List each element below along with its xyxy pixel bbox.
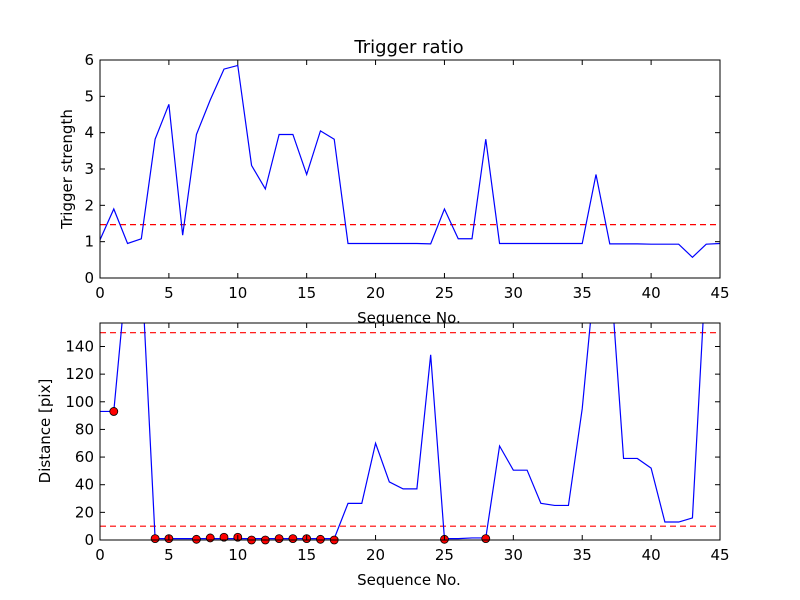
x-tick-label: 45 (710, 546, 729, 564)
data-point (192, 534, 201, 544)
x-tick-label: 0 (95, 284, 105, 302)
y-tick-label: 4 (84, 124, 94, 142)
y-tick-label: 1 (84, 233, 94, 251)
data-point (481, 534, 491, 544)
data-point (316, 534, 325, 544)
y-tick-label: 60 (75, 448, 94, 466)
y-tick-label: 0 (84, 269, 94, 287)
plot-area: 0 5 10 15 20 25 30 35 40 45 0 20 40 60 80 100 120 140 (65, 322, 730, 564)
series-line (100, 323, 704, 540)
axes-frame (99, 322, 721, 541)
x-tick-label: 40 (642, 284, 661, 302)
y-tick-label: 120 (65, 365, 94, 383)
x-axis-label: Sequence No. (357, 571, 461, 589)
x-tick-label: 25 (435, 284, 454, 302)
x-tick-label: 40 (642, 546, 661, 564)
x-tick-label: 5 (164, 546, 174, 564)
x-tick-label: 30 (504, 284, 523, 302)
data-point (288, 534, 298, 544)
data-point (274, 534, 284, 544)
y-tick-label: 100 (65, 393, 94, 411)
x-tick-label: 0 (95, 546, 105, 564)
x-tick-label: 5 (164, 284, 174, 302)
y-tick-label: 140 (65, 337, 94, 355)
y-tick-label: 2 (84, 196, 94, 214)
x-tick-label: 25 (435, 546, 454, 564)
y-tick-label: 6 (84, 51, 94, 69)
y-axis-label: Trigger strength (58, 109, 76, 230)
trigger-ratio-chart: Trigger ratio 0 5 10 15 20 25 30 35 40 450123456 … (58, 37, 730, 327)
y-tick-label: 3 (84, 160, 94, 178)
x-tick-label: 35 (573, 546, 592, 564)
data-point (219, 532, 229, 542)
y-tick-label: 20 (75, 503, 94, 521)
x-tick-label: 20 (366, 546, 385, 564)
data-point (205, 533, 215, 543)
x-tick-label: 10 (228, 546, 247, 564)
x-tick-label: 15 (297, 546, 316, 564)
data-point (150, 534, 160, 544)
y-axis-label: Distance [pix] (36, 379, 54, 484)
x-tick-label: 30 (504, 546, 523, 564)
distance-chart: 0 5 10 15 20 25 30 35 40 45 0 20 40 60 80 100 120 140 Seq… (36, 322, 730, 589)
x-tick-label: 10 (228, 284, 247, 302)
x-tick-label: 45 (710, 284, 729, 302)
y-tick-label: 5 (84, 87, 94, 105)
x-tick-label: 20 (366, 284, 385, 302)
y-tick-label: 0 (84, 531, 94, 549)
chart-title: Trigger ratio (353, 37, 463, 58)
axes-frame (99, 59, 721, 279)
data-point (109, 407, 119, 416)
x-tick-label: 15 (297, 284, 316, 302)
y-tick-label: 80 (75, 420, 94, 438)
x-axis-label: Sequence No. (357, 309, 461, 327)
x-tick-label: 35 (573, 284, 592, 302)
series-line (100, 64, 720, 259)
y-tick-label: 40 (75, 476, 94, 494)
